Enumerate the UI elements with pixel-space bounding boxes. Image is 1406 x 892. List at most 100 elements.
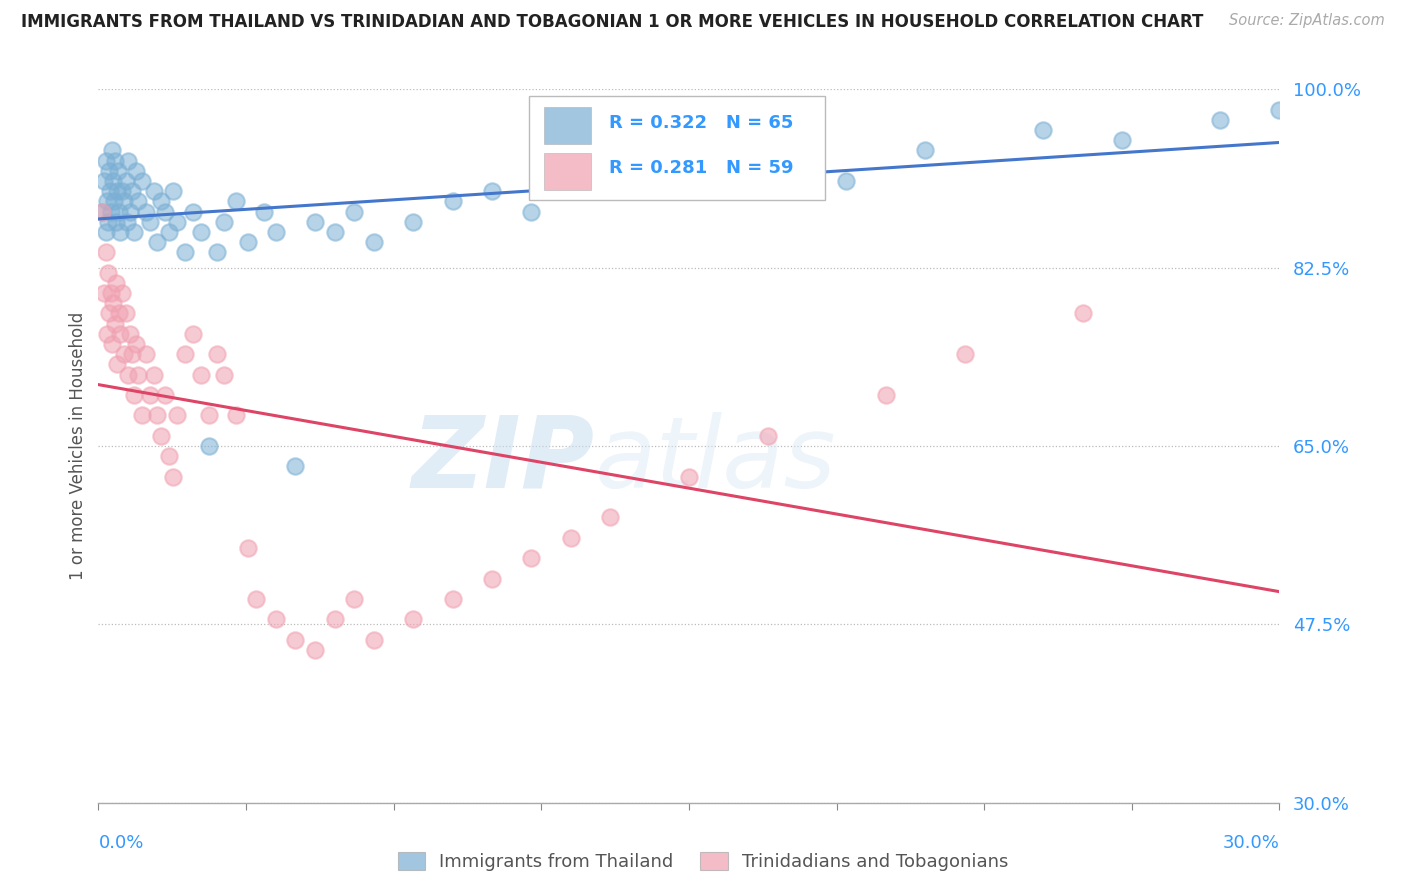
Point bbox=[155, 388, 177, 402]
Point bbox=[155, 204, 177, 219]
Point bbox=[402, 612, 425, 626]
Point bbox=[150, 194, 173, 209]
Point bbox=[105, 215, 128, 229]
Point bbox=[96, 194, 118, 209]
Point bbox=[107, 163, 129, 178]
Point bbox=[117, 153, 139, 168]
Point bbox=[323, 225, 346, 239]
Point bbox=[236, 541, 259, 555]
Text: IMMIGRANTS FROM THAILAND VS TRINIDADIAN AND TOBAGONIAN 1 OR MORE VEHICLES IN HOU: IMMIGRANTS FROM THAILAND VS TRINIDADIAN … bbox=[21, 13, 1204, 31]
Point bbox=[343, 591, 366, 606]
Point bbox=[225, 409, 247, 423]
Point bbox=[108, 306, 131, 320]
Point bbox=[103, 174, 125, 188]
Point bbox=[363, 235, 385, 249]
Point bbox=[105, 276, 128, 290]
Point bbox=[142, 184, 165, 198]
Point bbox=[100, 286, 122, 301]
Point bbox=[97, 215, 120, 229]
Point bbox=[197, 439, 219, 453]
Point bbox=[264, 225, 287, 239]
Point bbox=[441, 591, 464, 606]
Point bbox=[1071, 306, 1094, 320]
Point bbox=[284, 632, 307, 647]
Point bbox=[236, 235, 259, 249]
Point bbox=[520, 204, 543, 219]
Point bbox=[125, 163, 148, 178]
Y-axis label: 1 or more Vehicles in Household: 1 or more Vehicles in Household bbox=[69, 312, 87, 580]
Point bbox=[166, 409, 188, 423]
Bar bbox=[544, 107, 591, 145]
Point bbox=[118, 204, 141, 219]
Point bbox=[181, 204, 204, 219]
Point bbox=[1111, 133, 1133, 147]
Point bbox=[98, 163, 121, 178]
Point bbox=[225, 194, 247, 209]
Point bbox=[135, 347, 157, 361]
Point bbox=[96, 153, 118, 168]
FancyBboxPatch shape bbox=[530, 96, 825, 200]
Point bbox=[122, 388, 145, 402]
Point bbox=[190, 225, 212, 239]
Point bbox=[174, 347, 197, 361]
Point bbox=[111, 184, 134, 198]
Point bbox=[323, 612, 346, 626]
Point bbox=[100, 204, 122, 219]
Point bbox=[157, 449, 180, 463]
Point bbox=[105, 358, 128, 372]
Point bbox=[131, 409, 153, 423]
Point bbox=[98, 306, 121, 320]
Point bbox=[96, 326, 118, 341]
Point bbox=[121, 184, 143, 198]
Point bbox=[150, 429, 173, 443]
Point bbox=[111, 286, 134, 301]
Point bbox=[162, 469, 184, 483]
Point bbox=[914, 144, 936, 158]
Point bbox=[117, 368, 139, 382]
Point bbox=[93, 174, 115, 188]
Point bbox=[112, 194, 135, 209]
Point bbox=[138, 388, 160, 402]
Point bbox=[131, 174, 153, 188]
Text: R = 0.322   N = 65: R = 0.322 N = 65 bbox=[609, 114, 793, 132]
Point bbox=[835, 174, 858, 188]
Point bbox=[115, 174, 138, 188]
Point bbox=[104, 317, 127, 331]
Text: R = 0.281   N = 59: R = 0.281 N = 59 bbox=[609, 160, 793, 178]
Point bbox=[481, 572, 503, 586]
Point bbox=[108, 225, 131, 239]
Point bbox=[304, 215, 326, 229]
Point bbox=[205, 347, 228, 361]
Point bbox=[214, 215, 236, 229]
Point bbox=[441, 194, 464, 209]
Point bbox=[118, 326, 141, 341]
Point bbox=[343, 204, 366, 219]
Point bbox=[214, 368, 236, 382]
Point bbox=[138, 215, 160, 229]
Point bbox=[125, 337, 148, 351]
Point bbox=[146, 409, 169, 423]
Text: 0.0%: 0.0% bbox=[98, 834, 143, 852]
Point bbox=[97, 266, 120, 280]
Point bbox=[142, 368, 165, 382]
Point bbox=[135, 204, 157, 219]
Text: atlas: atlas bbox=[595, 412, 837, 508]
Point bbox=[115, 215, 138, 229]
Point bbox=[146, 235, 169, 249]
Point bbox=[112, 347, 135, 361]
Point bbox=[264, 612, 287, 626]
Point bbox=[94, 225, 117, 239]
Point bbox=[174, 245, 197, 260]
Point bbox=[103, 296, 125, 310]
Point bbox=[94, 245, 117, 260]
Point bbox=[91, 204, 114, 219]
Point bbox=[93, 286, 115, 301]
Point bbox=[105, 184, 128, 198]
Text: 30.0%: 30.0% bbox=[1223, 834, 1279, 852]
Point bbox=[402, 215, 425, 229]
Bar bbox=[544, 153, 591, 190]
Point bbox=[115, 306, 138, 320]
Point bbox=[756, 429, 779, 443]
Point bbox=[717, 153, 740, 168]
Point bbox=[103, 194, 125, 209]
